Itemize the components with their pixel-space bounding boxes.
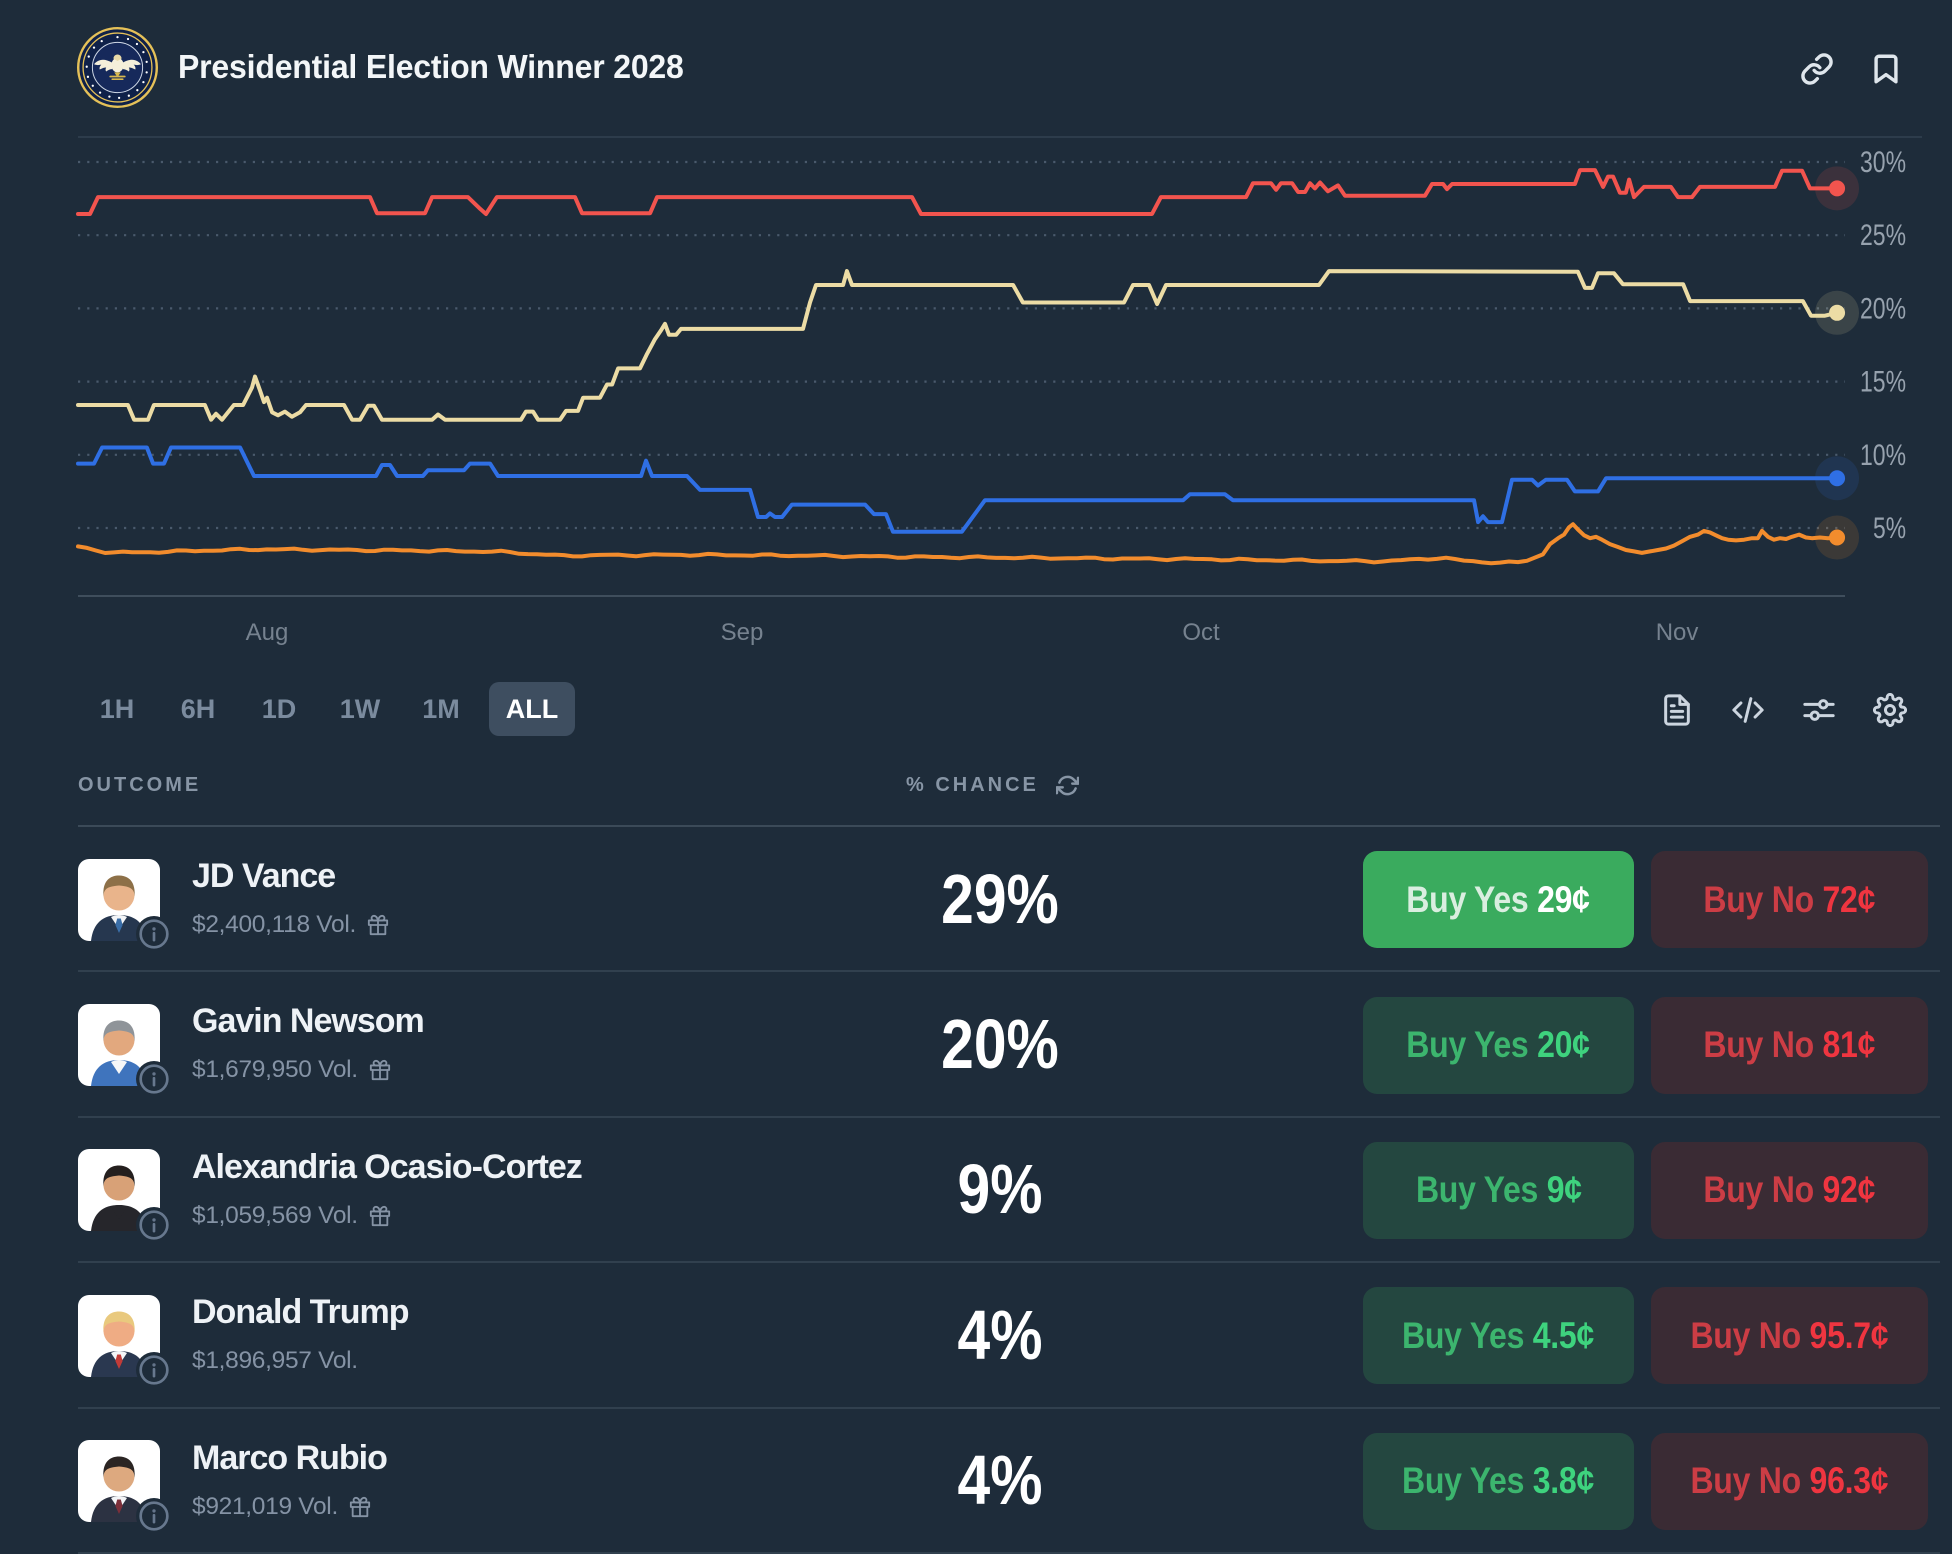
- candidate-avatar: [78, 1004, 160, 1087]
- gift-icon[interactable]: [367, 914, 389, 936]
- timeframe-all-button[interactable]: ALL: [489, 682, 575, 736]
- timeframe-1d-button[interactable]: 1D: [261, 693, 297, 724]
- buy-yes-button[interactable]: Buy Yes 3.8¢: [1363, 1432, 1634, 1530]
- info-icon[interactable]: [136, 916, 172, 952]
- volume-text: $2,400,118 Vol.: [192, 911, 356, 938]
- outcome-row: Marco Rubio $921,019 Vol. 4% Buy Yes 3.8…: [0, 1409, 1952, 1554]
- bookmark-icon[interactable]: [1868, 51, 1904, 87]
- chance-value: 9%: [957, 1150, 1043, 1229]
- volume-text: $921,019 Vol.: [192, 1492, 338, 1520]
- outcome-row: Gavin Newsom $1,679,950 Vol. 20% Buy Yes…: [0, 972, 1952, 1119]
- y-axis-label: 15%: [1860, 366, 1906, 399]
- candidate-name: Alexandria Ocasio-Cortez: [192, 1147, 583, 1186]
- y-axis-label: 25%: [1860, 219, 1906, 252]
- timeframe-6h-button[interactable]: 6H: [180, 693, 216, 724]
- x-axis-label: Aug: [246, 619, 289, 646]
- y-axis-label: 5%: [1873, 512, 1906, 545]
- buy-no-button[interactable]: Buy No 95.7¢: [1651, 1287, 1928, 1385]
- gift-icon[interactable]: [369, 1205, 391, 1227]
- timeframe-1m-button[interactable]: 1M: [422, 693, 460, 724]
- refresh-icon[interactable]: [1055, 774, 1079, 797]
- buy-yes-button[interactable]: Buy Yes 20¢: [1363, 996, 1634, 1094]
- outcome-row: Alexandria Ocasio-Cortez $1,059,569 Vol.…: [0, 1118, 1952, 1264]
- volume-text: $1,896,957 Vol.: [192, 1347, 358, 1375]
- candidate-name: Donald Trump: [192, 1293, 410, 1332]
- filter-sliders-icon[interactable]: [1797, 688, 1841, 732]
- info-icon[interactable]: [136, 1497, 172, 1534]
- chance-value: 20%: [941, 1004, 1059, 1083]
- table-header-divider: [78, 825, 1940, 827]
- chance-column-header: % CHANCE: [906, 774, 1039, 796]
- y-axis-label: 10%: [1860, 439, 1906, 472]
- news-article-icon[interactable]: [1655, 688, 1699, 732]
- candidate-name: Marco Rubio: [192, 1438, 388, 1477]
- chance-value: 4%: [957, 1295, 1043, 1374]
- y-axis-label: 30%: [1860, 146, 1906, 179]
- copy-link-icon[interactable]: [1799, 51, 1835, 87]
- x-axis-label: Oct: [1182, 619, 1220, 646]
- info-icon[interactable]: [136, 1206, 172, 1243]
- chance-value: 4%: [957, 1441, 1043, 1520]
- info-icon[interactable]: [136, 1061, 172, 1098]
- page-title: Presidential Election Winner 2028: [178, 48, 684, 85]
- price-history-chart[interactable]: 30% 25% 20% 15% 10% 5% Aug Sep Oct Nov: [0, 0, 1952, 665]
- timeframe-selector: 1H 6H 1D 1W 1M ALL: [84, 682, 575, 736]
- settings-gear-icon[interactable]: [1868, 688, 1912, 732]
- buy-no-button[interactable]: Buy No 81¢: [1651, 996, 1928, 1094]
- buy-no-button[interactable]: Buy No 96.3¢: [1651, 1432, 1928, 1530]
- chance-value: 29%: [941, 859, 1059, 938]
- gift-icon[interactable]: [369, 1059, 391, 1081]
- outcome-column-header: OUTCOME: [78, 774, 202, 796]
- y-axis-label: 20%: [1860, 292, 1906, 325]
- buy-no-button[interactable]: Buy No 92¢: [1651, 1141, 1928, 1239]
- buy-yes-button[interactable]: Buy Yes 29¢: [1363, 851, 1634, 949]
- embed-code-icon[interactable]: [1726, 688, 1770, 732]
- volume-text: $1,679,950 Vol.: [192, 1056, 358, 1084]
- outcome-row: JD Vance $2,400,118 Vol. 29% Buy Yes 29¢…: [0, 827, 1952, 973]
- timeframe-1w-button[interactable]: 1W: [339, 693, 381, 724]
- buy-yes-button[interactable]: Buy Yes 9¢: [1363, 1141, 1634, 1239]
- volume-text: $1,059,569 Vol.: [192, 1201, 358, 1229]
- timeframe-1h-button[interactable]: 1H: [99, 693, 135, 724]
- info-icon[interactable]: [136, 1352, 172, 1389]
- outcome-row: Donald Trump $1,896,957 Vol. 4% Buy Yes …: [0, 1263, 1952, 1409]
- candidate-avatar: [78, 1149, 160, 1232]
- x-axis-label: Sep: [721, 619, 764, 646]
- buy-yes-button[interactable]: Buy Yes 4.5¢: [1363, 1287, 1634, 1385]
- presidential-seal-logo: [77, 27, 158, 108]
- x-axis-label: Nov: [1656, 619, 1699, 646]
- candidate-name: JD Vance: [192, 857, 336, 895]
- gift-icon[interactable]: [349, 1496, 371, 1518]
- candidate-name: Gavin Newsom: [192, 1002, 425, 1041]
- buy-no-button[interactable]: Buy No 72¢: [1651, 851, 1928, 949]
